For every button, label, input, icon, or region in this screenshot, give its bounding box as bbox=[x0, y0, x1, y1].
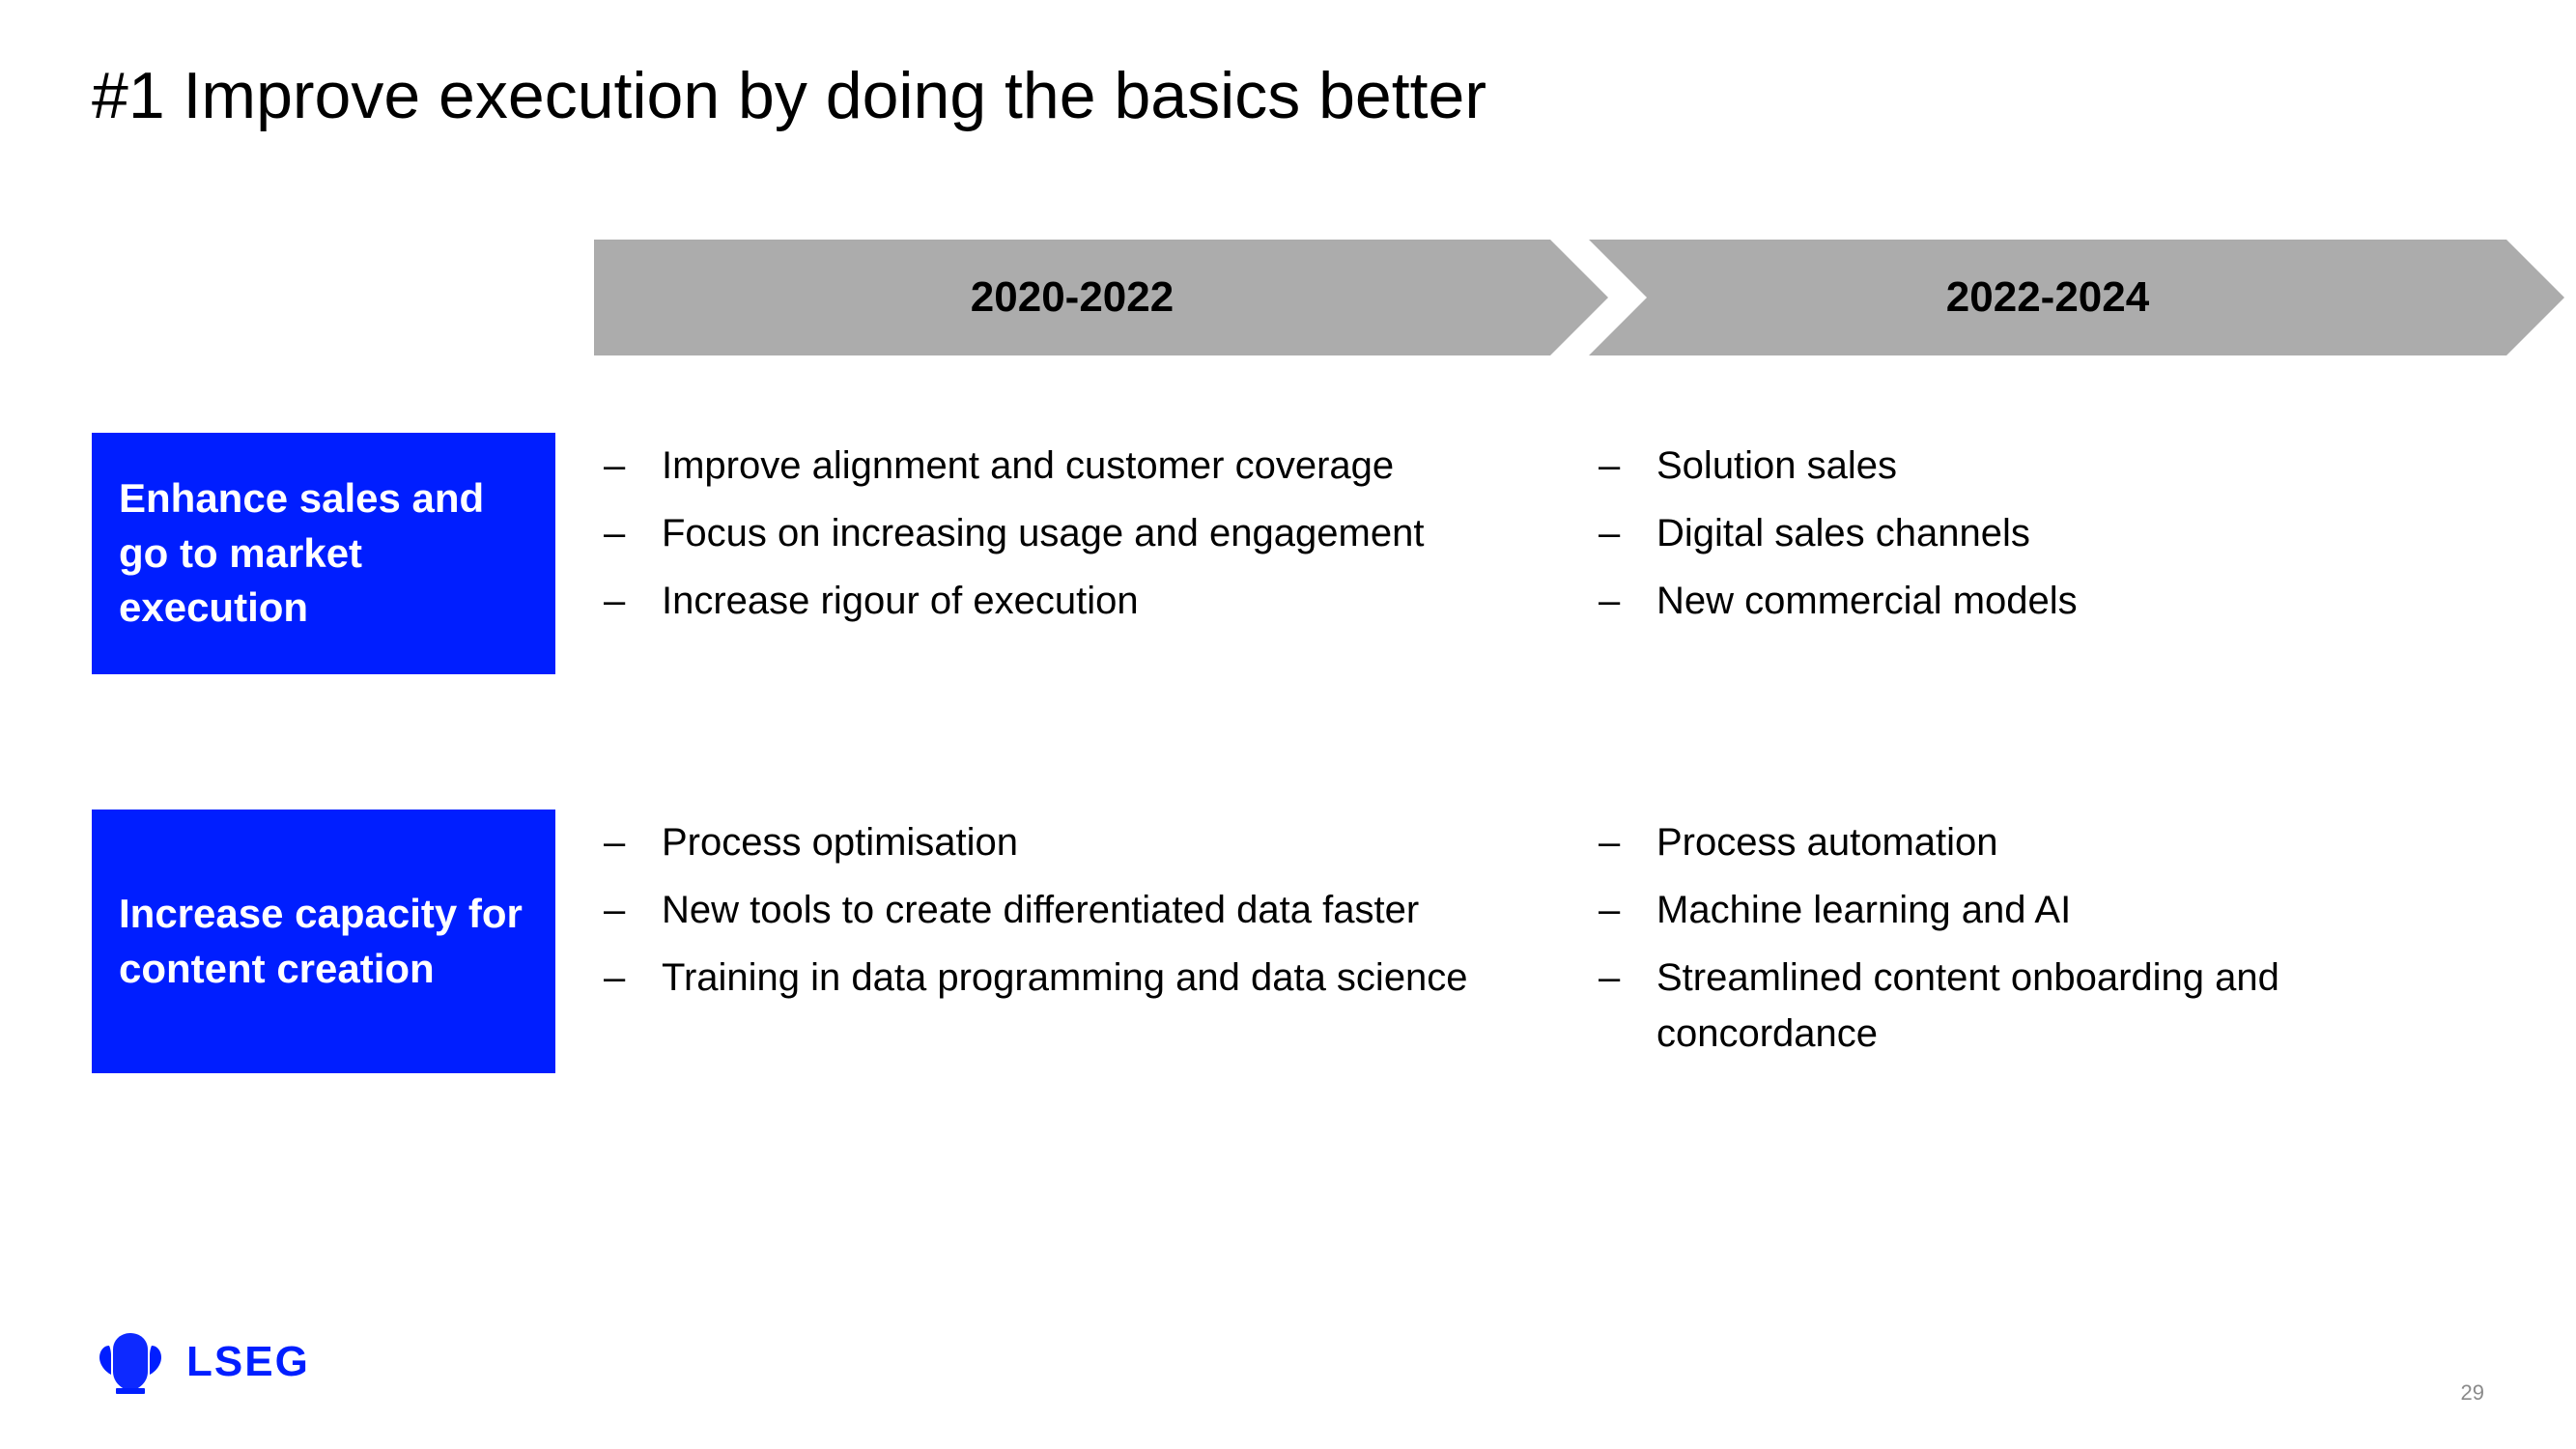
dash-icon: – bbox=[594, 950, 662, 1006]
dash-icon: – bbox=[594, 573, 662, 629]
list-item: –Training in data programming and data s… bbox=[594, 950, 1550, 1006]
bullet-text: Improve alignment and customer coverage bbox=[662, 438, 1550, 494]
dash-icon: – bbox=[1589, 950, 1656, 1006]
brand-text: LSEG bbox=[186, 1338, 310, 1386]
list-item: –Solution sales bbox=[1589, 438, 2506, 494]
dash-icon: – bbox=[594, 814, 662, 870]
period-arrow-1: 2020-2022 bbox=[594, 240, 1550, 355]
list-item: –Improve alignment and customer coverage bbox=[594, 438, 1550, 494]
period-label-2: 2022-2024 bbox=[1946, 273, 2149, 322]
bullet-text: Streamlined content onboarding and conco… bbox=[1656, 950, 2506, 1062]
content-grid: 2020-2022 2022-2024 Enhance sales and go… bbox=[92, 240, 2484, 1073]
list-item: –Machine learning and AI bbox=[1589, 882, 2506, 938]
lseg-crest-icon bbox=[92, 1328, 169, 1396]
row2-col1-bullets: –Process optimisation –New tools to crea… bbox=[594, 810, 1550, 1073]
row1-col1-bullets: –Improve alignment and customer coverage… bbox=[594, 433, 1550, 674]
dash-icon: – bbox=[1589, 505, 1656, 561]
list-item: –Digital sales channels bbox=[1589, 505, 2506, 561]
bullet-text: Solution sales bbox=[1656, 438, 2506, 494]
dash-icon: – bbox=[1589, 814, 1656, 870]
period-arrow-2: 2022-2024 bbox=[1589, 240, 2506, 355]
list-item: –Process automation bbox=[1589, 814, 2506, 870]
list-item: –New tools to create differentiated data… bbox=[594, 882, 1550, 938]
page-number: 29 bbox=[2461, 1380, 2484, 1406]
row-label-text: Enhance sales and go to market execution bbox=[119, 471, 526, 636]
bullet-text: Increase rigour of execution bbox=[662, 573, 1550, 629]
list-item: –New commercial models bbox=[1589, 573, 2506, 629]
dash-icon: – bbox=[594, 438, 662, 494]
bullet-text: Digital sales channels bbox=[1656, 505, 2506, 561]
list-item: –Process optimisation bbox=[594, 814, 1550, 870]
list-item: –Increase rigour of execution bbox=[594, 573, 1550, 629]
page-title: #1 Improve execution by doing the basics… bbox=[92, 58, 2484, 133]
bullet-text: Process optimisation bbox=[662, 814, 1550, 870]
dash-icon: – bbox=[594, 505, 662, 561]
dash-icon: – bbox=[1589, 573, 1656, 629]
bullet-text: Process automation bbox=[1656, 814, 2506, 870]
row2-col2-bullets: –Process automation –Machine learning an… bbox=[1589, 810, 2506, 1073]
list-item: –Focus on increasing usage and engagemen… bbox=[594, 505, 1550, 561]
row-label-text: Increase capacity for content creation bbox=[119, 887, 526, 996]
row1-col2-bullets: –Solution sales –Digital sales channels … bbox=[1589, 433, 2506, 674]
bullet-text: New commercial models bbox=[1656, 573, 2506, 629]
bullet-text: New tools to create differentiated data … bbox=[662, 882, 1550, 938]
bullet-text: Focus on increasing usage and engagement bbox=[662, 505, 1550, 561]
dash-icon: – bbox=[1589, 438, 1656, 494]
dash-icon: – bbox=[594, 882, 662, 938]
row-label-capacity: Increase capacity for content creation bbox=[92, 810, 555, 1073]
dash-icon: – bbox=[1589, 882, 1656, 938]
footer-logo: LSEG bbox=[92, 1328, 310, 1396]
list-item: –Streamlined content onboarding and conc… bbox=[1589, 950, 2506, 1062]
bullet-text: Machine learning and AI bbox=[1656, 882, 2506, 938]
row-label-sales: Enhance sales and go to market execution bbox=[92, 433, 555, 674]
bullet-text: Training in data programming and data sc… bbox=[662, 950, 1550, 1006]
period-label-1: 2020-2022 bbox=[971, 273, 1174, 322]
